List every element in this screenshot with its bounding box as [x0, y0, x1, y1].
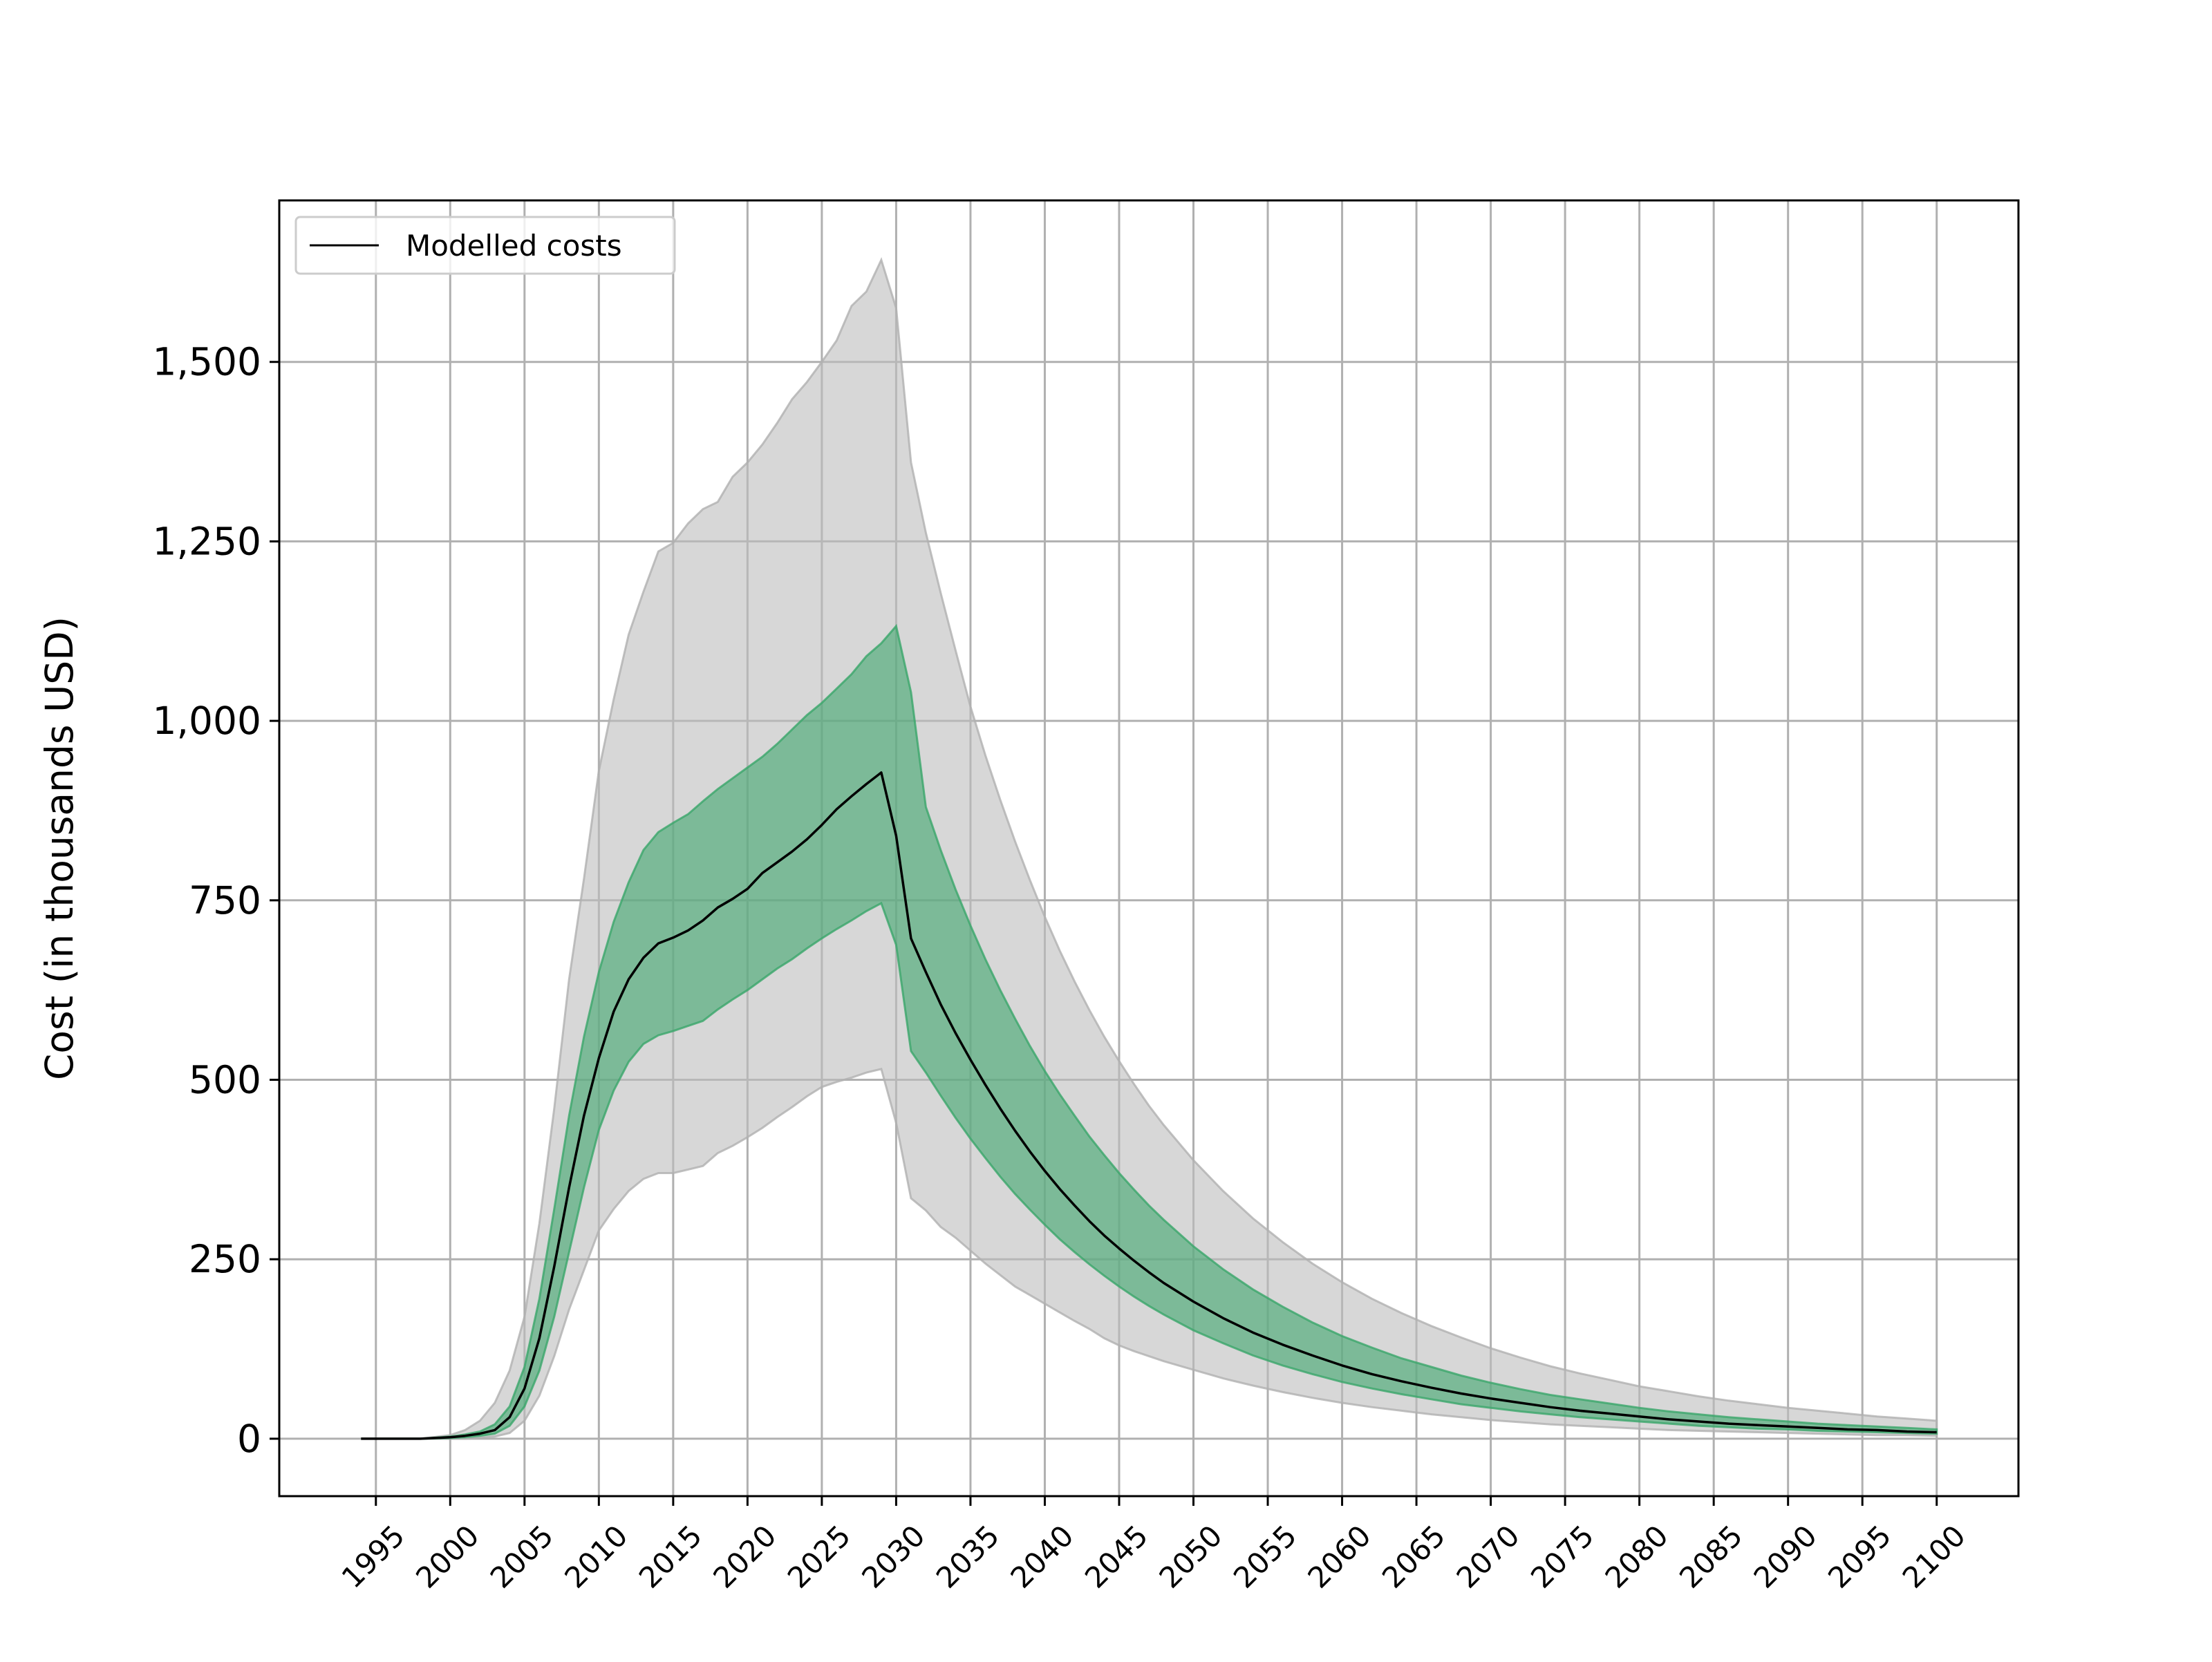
x-tick-label: 2015: [632, 1518, 709, 1594]
x-tick-label: 2060: [1301, 1518, 1377, 1594]
x-tick-label: 2075: [1524, 1518, 1600, 1594]
x-tick-label: 2100: [1896, 1518, 1972, 1594]
x-tick-label: 2070: [1450, 1518, 1526, 1594]
x-tick-label: 2065: [1376, 1518, 1452, 1594]
modelled-costs-line: [361, 771, 1937, 1440]
y-tick-label: 1,000: [153, 699, 261, 743]
legend-label: Modelled costs: [406, 229, 622, 263]
x-tick-label: 2095: [1821, 1518, 1897, 1594]
line-layer: [361, 771, 1937, 1440]
x-tick-label: 2040: [1004, 1518, 1080, 1594]
x-tick-label: 1995: [335, 1518, 411, 1594]
x-tick-label: 2080: [1599, 1518, 1675, 1594]
y-tick-label: 1,500: [153, 340, 261, 384]
legend: Modelled costs: [294, 216, 676, 275]
y-axis-title: Cost (in thousands USD): [37, 616, 82, 1080]
x-tick-label: 2030: [855, 1518, 931, 1594]
y-tick-label: 750: [189, 878, 261, 923]
outer-range-band: [361, 257, 1938, 1440]
x-tick-label: 2055: [1227, 1518, 1303, 1594]
x-tick-label: 2045: [1078, 1518, 1154, 1594]
x-tick-label: 2025: [781, 1518, 857, 1594]
y-tick-label: 0: [237, 1417, 261, 1461]
x-tick-label: 2020: [706, 1518, 782, 1594]
x-tick-label: 2005: [484, 1518, 560, 1594]
grid-layer: [279, 200, 2018, 1496]
plot-frame: [278, 199, 2020, 1498]
y-tick-label: 250: [189, 1237, 261, 1281]
y-tick-label: 500: [189, 1058, 261, 1102]
band-layer: [361, 257, 1938, 1440]
x-tick-label: 2085: [1673, 1518, 1749, 1594]
legend-box: [294, 216, 676, 275]
y-tick-label: 1,250: [153, 519, 261, 563]
x-tick-label: 2050: [1152, 1518, 1228, 1594]
x-tick-label: 2035: [930, 1518, 1006, 1594]
x-tick-label: 2000: [409, 1518, 485, 1594]
x-tick-label: 2010: [558, 1518, 634, 1594]
x-tick-label: 2090: [1747, 1518, 1824, 1594]
